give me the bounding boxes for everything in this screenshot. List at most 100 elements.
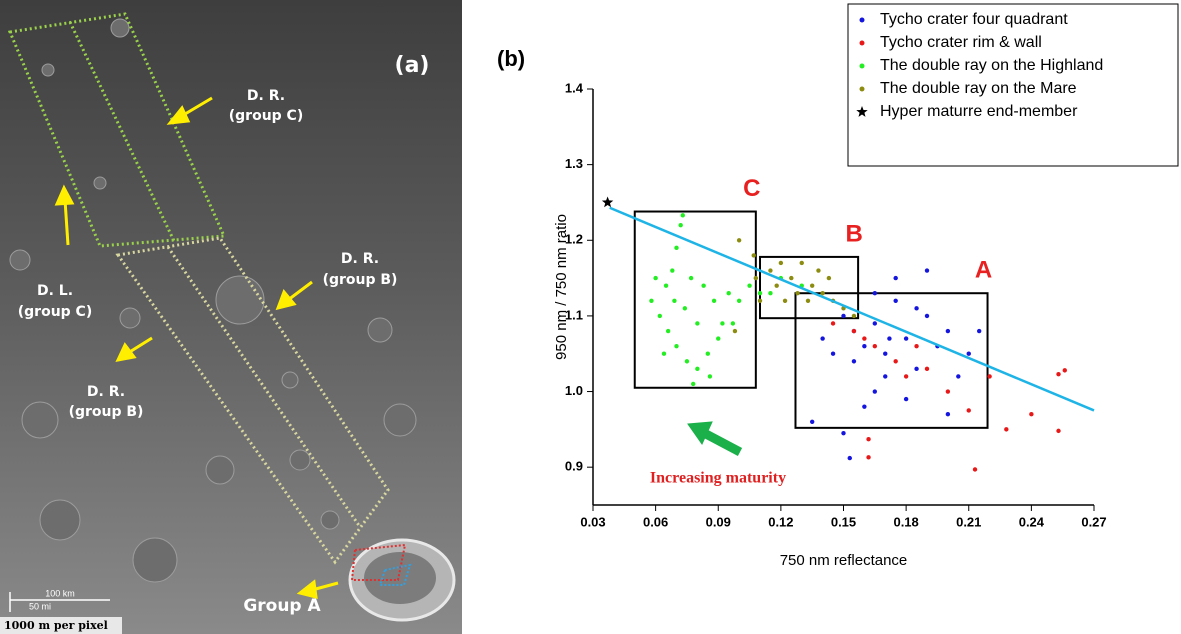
point xyxy=(720,321,724,325)
point xyxy=(691,382,695,386)
y-tick-label: 0.9 xyxy=(565,459,583,474)
point xyxy=(747,283,751,287)
point xyxy=(649,299,653,303)
point xyxy=(708,374,712,378)
scale-label: 50 mi xyxy=(29,601,51,611)
point xyxy=(914,344,918,348)
region-label: (group C) xyxy=(18,304,92,320)
figure: (a) D. R. (group C) D. L. (group C) D. R… xyxy=(0,0,1181,634)
point xyxy=(683,306,687,310)
point xyxy=(987,374,991,378)
point xyxy=(672,299,676,303)
point xyxy=(758,291,762,295)
point xyxy=(904,397,908,401)
point xyxy=(862,404,866,408)
point xyxy=(946,389,950,393)
region-label: D. R. xyxy=(341,251,379,267)
y-tick-label: 1.0 xyxy=(565,383,583,398)
point xyxy=(810,283,814,287)
point xyxy=(754,276,758,280)
point xyxy=(883,352,887,356)
point xyxy=(862,344,866,348)
legend-marker xyxy=(860,18,865,23)
point xyxy=(873,344,877,348)
point xyxy=(779,261,783,265)
x-tick-label: 0.27 xyxy=(1081,514,1106,529)
point xyxy=(925,314,929,318)
point xyxy=(775,283,779,287)
point xyxy=(887,336,891,340)
panel-label: (a) xyxy=(395,53,430,78)
point xyxy=(893,299,897,303)
lunar-image: (a) D. R. (group C) D. L. (group C) D. R… xyxy=(0,0,462,634)
x-tick-label: 0.18 xyxy=(893,514,918,529)
point xyxy=(820,336,824,340)
point xyxy=(925,268,929,272)
point xyxy=(1056,429,1060,433)
region-label: B xyxy=(845,220,862,247)
resolution-label: 1000 m per pixel xyxy=(4,619,108,632)
region-label: (group C) xyxy=(229,108,303,124)
page: (a) D. R. (group C) D. L. (group C) D. R… xyxy=(0,0,1181,634)
point xyxy=(733,329,737,333)
point xyxy=(883,374,887,378)
point xyxy=(914,367,918,371)
point xyxy=(670,268,674,272)
point xyxy=(967,408,971,412)
tycho-floor xyxy=(364,552,436,604)
legend-label: The double ray on the Highland xyxy=(880,57,1103,74)
point xyxy=(716,336,720,340)
point xyxy=(664,283,668,287)
x-tick-label: 0.24 xyxy=(1019,514,1045,529)
point xyxy=(967,352,971,356)
point xyxy=(973,467,977,471)
point xyxy=(737,299,741,303)
y-axis-label: 950 nm / 750 nm ratio xyxy=(553,214,570,360)
point xyxy=(956,374,960,378)
point xyxy=(893,276,897,280)
maturity-arrow xyxy=(688,422,740,452)
y-tick-label: 1.4 xyxy=(565,80,584,95)
point xyxy=(701,283,705,287)
point xyxy=(831,352,835,356)
point xyxy=(841,431,845,435)
point xyxy=(946,329,950,333)
panel-label: (b) xyxy=(497,46,525,71)
point xyxy=(1063,368,1067,372)
legend-marker xyxy=(860,87,865,92)
point xyxy=(848,456,852,460)
x-tick-label: 0.15 xyxy=(831,514,856,529)
point xyxy=(820,291,824,295)
point xyxy=(873,321,877,325)
legend-marker xyxy=(860,41,865,46)
point xyxy=(1004,427,1008,431)
point xyxy=(695,367,699,371)
point xyxy=(852,359,856,363)
point xyxy=(866,437,870,441)
point xyxy=(752,253,756,257)
point xyxy=(737,238,741,242)
point xyxy=(795,291,799,295)
point xyxy=(873,389,877,393)
point xyxy=(873,291,877,295)
point xyxy=(841,314,845,318)
point xyxy=(1029,412,1033,416)
point xyxy=(827,276,831,280)
point xyxy=(658,314,662,318)
point xyxy=(602,197,613,208)
legend-marker xyxy=(860,64,865,69)
x-tick-label: 0.12 xyxy=(768,514,793,529)
y-tick-label: 1.3 xyxy=(565,156,583,171)
point xyxy=(810,420,814,424)
point xyxy=(852,314,856,318)
region-label: D. R. xyxy=(87,384,125,400)
region-label: (group B) xyxy=(323,272,398,288)
scale-label: 100 km xyxy=(45,588,75,598)
point xyxy=(726,291,730,295)
point xyxy=(816,268,820,272)
point xyxy=(685,359,689,363)
region-label: D. R. xyxy=(247,88,285,104)
x-axis-label: 750 nm reflectance xyxy=(780,552,908,569)
x-tick-label: 0.03 xyxy=(580,514,605,529)
point xyxy=(925,367,929,371)
